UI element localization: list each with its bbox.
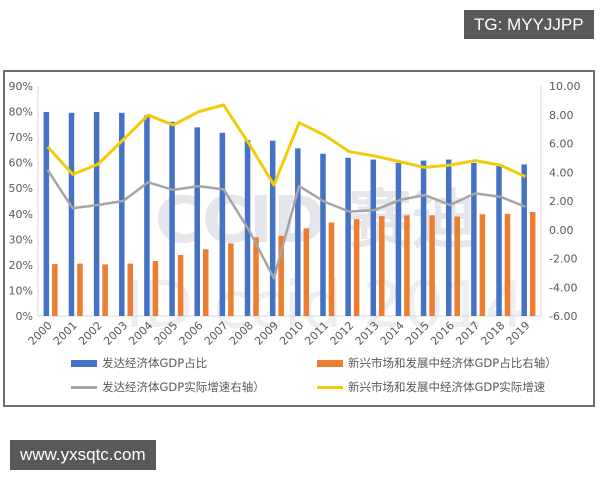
legend-item-emerging-growth: 新兴市场和发展中经济体GDP实际增速 [317,379,545,395]
emerging-share-bar [52,264,58,316]
emerging-share-bar [127,263,134,316]
right-axis-tick-label: 0.00 [549,224,574,237]
developed-share-bar [219,132,226,316]
developed-share-bar [169,121,175,317]
chart-frame: CCID 赛迪 ID ccid 2014 0% 10% 20% 30% 40% 50% 60% 7… [3,70,595,407]
emerging-share-bar [228,243,234,316]
emerging-share-bar [77,263,83,316]
emerging-share-bar [504,213,511,316]
developed-share-bar [144,115,150,316]
emerging-share-bar [303,228,310,316]
left-axis-tick-label: 60% [9,157,33,170]
right-axis-tick-label: -6.00 [549,310,577,323]
developed-share-bar [194,127,200,317]
right-axis-tick-label: 4.00 [549,166,574,179]
right-axis-tick-label: 2.00 [549,195,574,208]
legend-item-developed-share: 发达经济体GDP占比 [71,355,207,371]
developed-share-bar [471,162,477,316]
emerging-share-bar [278,235,284,316]
emerging-share-bar [177,254,184,316]
emerging-share-bar [429,215,435,316]
left-axis-tick-label: 70% [9,131,33,144]
left-axis-tick-label: 10% [9,284,33,297]
bar-swatch-icon [71,359,97,367]
developed-share-bar [345,157,351,316]
x-axis-tick-label: 2000 [26,319,55,348]
developed-share-bar [445,159,452,316]
line-swatch-icon [317,385,343,389]
emerging-share-bar [202,249,209,316]
emerging-share-bar [102,264,108,316]
developed-share-bar [496,165,502,316]
right-axis-tick-label: -4.00 [549,281,577,294]
developed-share-bar [68,112,75,316]
bar-swatch-icon [317,359,343,367]
developed-share-bar [320,153,326,316]
left-axis-tick-label: 90% [9,80,33,93]
left-axis-tick-label: 80% [9,106,33,119]
line-swatch-icon [71,385,97,389]
legend-item-emerging-share: 新兴市场和发展中经济体GDP占比右轴） [317,355,557,371]
developed-share-bar [269,140,276,316]
legend-item-developed-growth: 发达经济体GDP实际增速右轴） [71,379,265,395]
left-axis-tick-label: 50% [9,182,33,195]
right-axis-tick-label: 8.00 [549,109,574,122]
developed-share-bar [395,162,402,316]
emerging-share-bar [328,222,335,316]
top-watermark-tag: TG: MYYJJPP [464,10,594,39]
emerging-share-bar [253,237,259,316]
emerging-share-bar [379,216,385,316]
right-axis-tick-label: -2.00 [549,253,577,266]
x-axis-tick-label: 2001 [51,319,80,348]
developed-share-bar [370,159,377,316]
left-axis-tick-label: 40% [9,208,33,221]
left-axis-tick-label: 0% [16,310,33,323]
developed-growth-line [46,169,526,280]
emerging-growth-line [46,103,527,187]
emerging-share-bar [404,215,410,316]
developed-share-bar [93,112,100,316]
developed-share-bar [119,112,125,316]
left-axis-tick-label: 20% [9,259,33,272]
emerging-share-bar [454,216,460,316]
right-axis-tick-label: 6.00 [549,138,574,151]
developed-share-bar [521,164,527,316]
developed-share-bar [43,112,50,316]
left-axis-tick-label: 30% [9,233,33,246]
developed-share-bar [295,148,301,316]
right-axis-tick-label: 10.00 [549,80,581,93]
developed-share-bar [420,160,427,316]
emerging-share-bar [353,219,360,316]
emerging-share-bar [479,214,486,316]
emerging-share-bar [529,211,536,316]
x-axis-tick-label: 2002 [76,319,105,348]
emerging-share-bar [152,261,159,316]
bottom-watermark-tag: www.yxsqtc.com [10,440,156,470]
